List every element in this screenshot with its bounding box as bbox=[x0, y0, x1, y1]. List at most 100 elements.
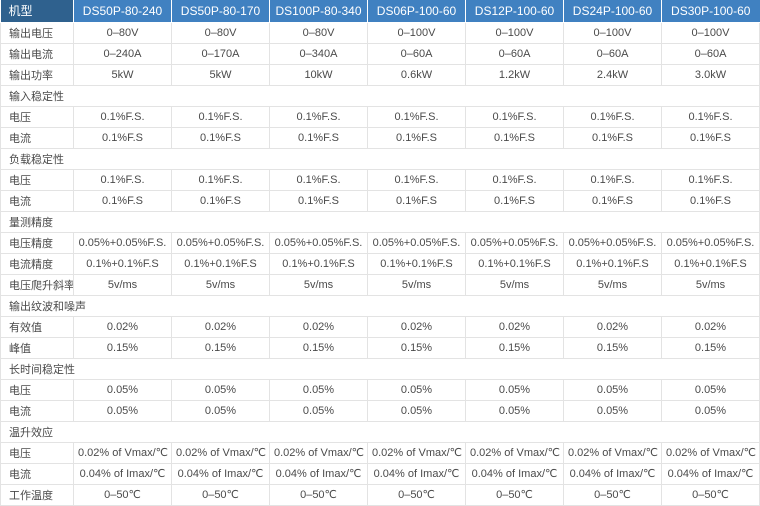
model-header: DS50P-80-170 bbox=[171, 0, 270, 23]
section-label: 负载稳定性 bbox=[0, 147, 760, 170]
spec-value-cell: 0.1%F.S. bbox=[171, 105, 270, 128]
section-label: 温升效应 bbox=[0, 420, 760, 443]
row-label: 输出电压 bbox=[0, 21, 74, 44]
section-row: 输入稳定性 bbox=[0, 84, 760, 107]
spec-value-cell: 0–50℃ bbox=[171, 483, 270, 506]
spec-value-cell: 0.05%+0.05%F.S. bbox=[367, 231, 466, 254]
spec-value-cell: 0.05%+0.05%F.S. bbox=[73, 231, 172, 254]
spec-value-cell: 0–80V bbox=[73, 21, 172, 44]
table-row: 电流 0.1%F.S 0.1%F.S 0.1%F.S 0.1%F.S 0.1%F.S 0.1… bbox=[0, 189, 760, 212]
row-label: 电流 bbox=[0, 189, 74, 212]
spec-value-cell: 0–80V bbox=[171, 21, 270, 44]
spec-value-cell: 0–50℃ bbox=[269, 483, 368, 506]
table-row: 电流 0.1%F.S 0.1%F.S 0.1%F.S 0.1%F.S 0.1%F.S 0.1… bbox=[0, 126, 760, 149]
spec-value-cell: 0.1%+0.1%F.S bbox=[563, 252, 662, 275]
row-label: 输出电流 bbox=[0, 42, 74, 65]
table-row: 有效值 0.02% 0.02% 0.02% 0.02% 0.02% 0.02% 0.02% bbox=[0, 315, 760, 338]
spec-value-cell: 0.05% bbox=[73, 378, 172, 401]
spec-value-cell: 0.05% bbox=[563, 399, 662, 422]
spec-value-cell: 0.02% bbox=[269, 315, 368, 338]
spec-value-cell: 0–80V bbox=[269, 21, 368, 44]
spec-value-cell: 0.05%+0.05%F.S. bbox=[661, 231, 760, 254]
spec-value-cell: 0.1%F.S. bbox=[465, 105, 564, 128]
spec-value-cell: 0.1%F.S. bbox=[661, 105, 760, 128]
row-label: 电压 bbox=[0, 105, 74, 128]
spec-value-cell: 0.02% bbox=[465, 315, 564, 338]
spec-value-cell: 0.02% of Vmax/℃ bbox=[171, 441, 270, 464]
row-label: 电流 bbox=[0, 126, 74, 149]
table-row: 输出电流 0–240A 0–170A 0–340A 0–60A 0–60A 0–60A 0–6… bbox=[0, 42, 760, 65]
spec-value-cell: 0.6kW bbox=[367, 63, 466, 86]
row-label: 峰值 bbox=[0, 336, 74, 359]
spec-value-cell: 0–60A bbox=[465, 42, 564, 65]
table-row: 电压 0.02% of Vmax/℃ 0.02% of Vmax/℃ 0.02% of… bbox=[0, 441, 760, 464]
spec-value-cell: 0.1%F.S. bbox=[269, 168, 368, 191]
row-label: 电压 bbox=[0, 168, 74, 191]
spec-value-cell: 0.05%+0.05%F.S. bbox=[269, 231, 368, 254]
spec-value-cell: 0–340A bbox=[269, 42, 368, 65]
spec-value-cell: 0–50℃ bbox=[73, 483, 172, 506]
spec-value-cell: 0.05% bbox=[269, 378, 368, 401]
spec-value-cell: 0.1%F.S. bbox=[171, 168, 270, 191]
spec-value-cell: 0–100V bbox=[563, 21, 662, 44]
spec-value-cell: 5kW bbox=[73, 63, 172, 86]
spec-value-cell: 5v/ms bbox=[73, 273, 172, 296]
table-row: 电流精度 0.1%+0.1%F.S 0.1%+0.1%F.S 0.1%+0.1%F.S… bbox=[0, 252, 760, 275]
spec-value-cell: 0.1%+0.1%F.S bbox=[269, 252, 368, 275]
spec-value-cell: 0.1%F.S bbox=[661, 126, 760, 149]
spec-value-cell: 0.15% bbox=[367, 336, 466, 359]
spec-value-cell: 0–50℃ bbox=[367, 483, 466, 506]
spec-value-cell: 0.04% of Imax/℃ bbox=[269, 462, 368, 485]
spec-value-cell: 0.1%F.S bbox=[171, 126, 270, 149]
spec-value-cell: 0–50℃ bbox=[661, 483, 760, 506]
spec-value-cell: 0.05% bbox=[171, 399, 270, 422]
row-label: 有效值 bbox=[0, 315, 74, 338]
spec-value-cell: 0.1%+0.1%F.S bbox=[661, 252, 760, 275]
row-label: 电压精度 bbox=[0, 231, 74, 254]
spec-value-cell: 0.1%F.S bbox=[367, 126, 466, 149]
spec-value-cell: 10kW bbox=[269, 63, 368, 86]
model-header: DS12P-100-60 bbox=[465, 0, 564, 23]
spec-value-cell: 0.05% bbox=[661, 399, 760, 422]
row-label: 电压 bbox=[0, 378, 74, 401]
spec-value-cell: 0.1%F.S. bbox=[367, 105, 466, 128]
spec-value-cell: 0.05% bbox=[269, 399, 368, 422]
spec-value-cell: 0.1%F.S. bbox=[465, 168, 564, 191]
spec-value-cell: 0.05% bbox=[367, 378, 466, 401]
spec-value-cell: 0–60A bbox=[563, 42, 662, 65]
spec-value-cell: 3.0kW bbox=[661, 63, 760, 86]
spec-value-cell: 0–50℃ bbox=[563, 483, 662, 506]
row-label: 电压 bbox=[0, 441, 74, 464]
table-row: 输出电压 0–80V 0–80V 0–80V 0–100V 0–100V 0–100V 0–1… bbox=[0, 21, 760, 44]
spec-value-cell: 0.1%F.S. bbox=[563, 105, 662, 128]
spec-value-cell: 0.02% bbox=[73, 315, 172, 338]
spec-value-cell: 0.15% bbox=[563, 336, 662, 359]
section-label: 量测精度 bbox=[0, 210, 760, 233]
spec-value-cell: 0–60A bbox=[661, 42, 760, 65]
section-label: 输出纹波和噪声 bbox=[0, 294, 760, 317]
row-label: 输出功率 bbox=[0, 63, 74, 86]
spec-value-cell: 0.05%+0.05%F.S. bbox=[465, 231, 564, 254]
section-label: 输入稳定性 bbox=[0, 84, 760, 107]
spec-value-cell: 0.1%F.S bbox=[465, 126, 564, 149]
spec-value-cell: 0.04% of Imax/℃ bbox=[73, 462, 172, 485]
spec-value-cell: 0.05%+0.05%F.S. bbox=[171, 231, 270, 254]
spec-value-cell: 0.05% bbox=[171, 378, 270, 401]
section-row: 输出纹波和噪声 bbox=[0, 294, 760, 317]
table-row: 电压 0.1%F.S. 0.1%F.S. 0.1%F.S. 0.1%F.S. 0.1%F.… bbox=[0, 105, 760, 128]
section-row: 量测精度 bbox=[0, 210, 760, 233]
table-row: 电压爬升斜率 5v/ms 5v/ms 5v/ms 5v/ms 5v/ms 5v/ms 5v/m… bbox=[0, 273, 760, 296]
spec-value-cell: 0.15% bbox=[73, 336, 172, 359]
spec-value-cell: 0.05% bbox=[73, 399, 172, 422]
spec-value-cell: 5v/ms bbox=[563, 273, 662, 296]
spec-value-cell: 0.02% of Vmax/℃ bbox=[73, 441, 172, 464]
spec-value-cell: 0.1%F.S bbox=[269, 126, 368, 149]
spec-value-cell: 0.1%F.S bbox=[73, 126, 172, 149]
spec-value-cell: 0.1%F.S bbox=[661, 189, 760, 212]
section-label: 长时间稳定性 bbox=[0, 357, 760, 380]
table-row: 峰值 0.15% 0.15% 0.15% 0.15% 0.15% 0.15% 0.15% bbox=[0, 336, 760, 359]
spec-value-cell: 5kW bbox=[171, 63, 270, 86]
spec-value-cell: 0.04% of Imax/℃ bbox=[661, 462, 760, 485]
spec-value-cell: 0.1%+0.1%F.S bbox=[367, 252, 466, 275]
